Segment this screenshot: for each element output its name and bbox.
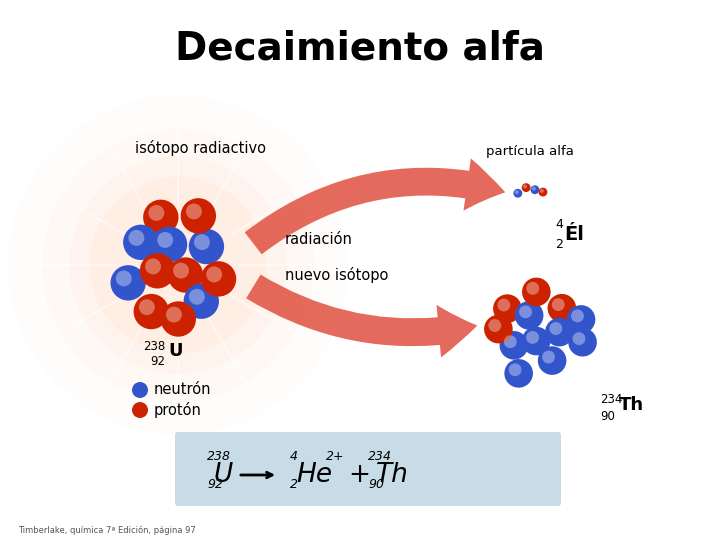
Circle shape: [526, 331, 539, 344]
Circle shape: [128, 230, 144, 246]
Circle shape: [540, 189, 544, 193]
Text: 90: 90: [600, 410, 615, 423]
Circle shape: [42, 129, 314, 401]
Circle shape: [69, 156, 287, 374]
Circle shape: [139, 299, 155, 315]
Circle shape: [571, 309, 584, 322]
Circle shape: [532, 187, 536, 191]
Text: 90: 90: [368, 478, 384, 491]
Text: 92: 92: [207, 478, 223, 491]
Circle shape: [189, 229, 224, 264]
FancyBboxPatch shape: [175, 432, 561, 506]
Circle shape: [110, 265, 146, 301]
Circle shape: [513, 189, 522, 198]
Circle shape: [181, 198, 216, 233]
Text: U: U: [168, 342, 182, 360]
Circle shape: [522, 183, 531, 192]
Text: radiación: radiación: [285, 233, 353, 247]
Text: 92: 92: [150, 355, 165, 368]
Circle shape: [515, 190, 518, 194]
Circle shape: [488, 319, 501, 332]
Text: isótopo radiactivo: isótopo radiactivo: [135, 140, 266, 156]
Circle shape: [523, 185, 527, 188]
Text: 234: 234: [368, 450, 392, 463]
Circle shape: [116, 271, 132, 286]
Circle shape: [508, 363, 521, 376]
Circle shape: [548, 294, 576, 322]
Text: +: +: [348, 462, 370, 488]
Circle shape: [148, 205, 164, 221]
Circle shape: [186, 204, 202, 219]
Circle shape: [132, 402, 148, 418]
Circle shape: [498, 299, 510, 312]
Text: U: U: [213, 462, 233, 488]
Circle shape: [194, 234, 210, 250]
Text: 2: 2: [290, 478, 298, 491]
Text: protón: protón: [154, 402, 202, 418]
Text: 4: 4: [555, 218, 563, 231]
Circle shape: [515, 301, 544, 330]
Circle shape: [568, 328, 597, 356]
Circle shape: [152, 227, 187, 262]
Text: partícula alfa: partícula alfa: [486, 145, 574, 159]
Circle shape: [522, 278, 551, 306]
Circle shape: [493, 294, 522, 323]
Circle shape: [572, 332, 585, 345]
FancyArrowPatch shape: [245, 158, 505, 254]
Circle shape: [140, 253, 175, 288]
Text: 2+: 2+: [326, 450, 344, 463]
FancyArrowPatch shape: [246, 274, 477, 357]
Circle shape: [123, 225, 158, 260]
Text: He: He: [296, 462, 332, 488]
Circle shape: [189, 289, 204, 305]
Circle shape: [552, 298, 564, 311]
Circle shape: [504, 335, 517, 348]
Circle shape: [500, 331, 528, 360]
Circle shape: [157, 232, 173, 248]
Text: Él: Él: [564, 225, 584, 244]
Text: nuevo isótopo: nuevo isótopo: [285, 267, 388, 283]
Text: 4: 4: [290, 450, 298, 463]
Circle shape: [168, 258, 203, 293]
Circle shape: [134, 294, 169, 329]
Circle shape: [166, 307, 182, 322]
Circle shape: [526, 282, 539, 295]
Text: 234: 234: [600, 393, 622, 406]
Circle shape: [184, 284, 219, 319]
Text: neutrón: neutrón: [154, 382, 212, 397]
Text: 238: 238: [143, 340, 165, 353]
Circle shape: [206, 267, 222, 282]
Circle shape: [201, 261, 236, 296]
Circle shape: [545, 318, 574, 347]
Text: Th: Th: [619, 396, 644, 414]
Circle shape: [539, 188, 547, 197]
Text: Th: Th: [376, 462, 409, 488]
Circle shape: [531, 185, 539, 194]
Circle shape: [484, 315, 513, 343]
Circle shape: [505, 359, 533, 388]
Circle shape: [567, 305, 595, 334]
Text: Decaimiento alfa: Decaimiento alfa: [175, 29, 545, 67]
Circle shape: [89, 177, 266, 353]
Circle shape: [519, 306, 532, 318]
Text: 2: 2: [555, 238, 563, 251]
Circle shape: [173, 262, 189, 279]
Circle shape: [542, 350, 555, 363]
Circle shape: [161, 301, 196, 336]
Circle shape: [132, 382, 148, 398]
Text: 238: 238: [207, 450, 231, 463]
Text: Timberlake, química 7ª Edición, página 97: Timberlake, química 7ª Edición, página 9…: [18, 525, 196, 535]
Circle shape: [522, 327, 550, 355]
Circle shape: [538, 346, 567, 375]
Circle shape: [143, 200, 179, 235]
Circle shape: [549, 322, 562, 335]
Circle shape: [145, 259, 161, 274]
